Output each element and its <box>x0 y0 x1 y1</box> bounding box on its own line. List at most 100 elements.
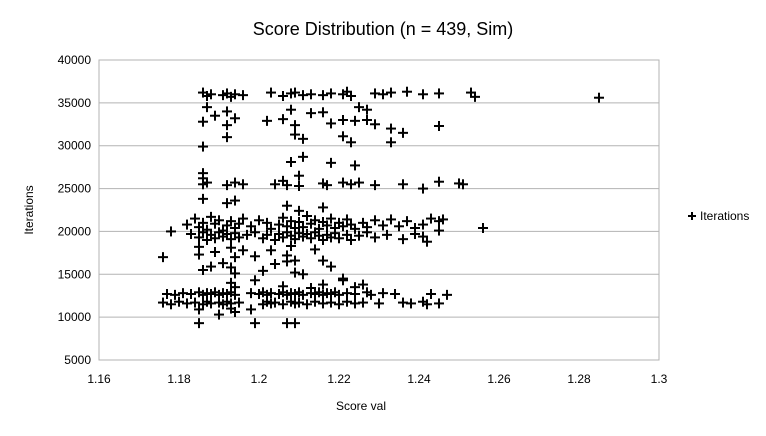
data-point <box>422 299 432 310</box>
data-point <box>442 289 452 300</box>
data-point <box>230 177 240 188</box>
data-point <box>326 297 336 308</box>
data-point <box>198 265 208 275</box>
data-point <box>378 288 388 299</box>
legend-marker-plus <box>688 212 696 220</box>
data-point <box>434 298 444 309</box>
data-point <box>398 127 408 138</box>
data-point <box>346 179 356 190</box>
data-point <box>350 289 360 299</box>
data-point <box>214 309 224 320</box>
data-point <box>198 116 208 127</box>
data-point <box>206 261 216 272</box>
data-point <box>394 221 404 232</box>
data-point <box>238 90 248 101</box>
data-point <box>306 89 316 100</box>
data-point <box>238 245 248 256</box>
data-point <box>370 232 380 243</box>
data-point <box>318 279 328 290</box>
data-point <box>226 242 236 253</box>
data-point <box>222 132 232 143</box>
data-point <box>306 108 316 119</box>
data-point <box>158 297 168 308</box>
data-point <box>362 115 372 125</box>
data-point <box>402 86 412 97</box>
data-point <box>378 89 388 100</box>
plot-area-border <box>98 59 660 361</box>
data-point <box>278 114 288 125</box>
data-point <box>338 221 348 232</box>
data-point <box>278 232 288 243</box>
y-axis-tick-labels: 5000 10000 15000 20000 25000 30000 35000 40000 <box>58 53 92 367</box>
data-point <box>338 177 348 188</box>
x-tick-label: 1.24 <box>407 372 431 386</box>
data-point <box>286 157 296 167</box>
data-point <box>194 249 204 260</box>
data-point <box>262 217 272 228</box>
data-point <box>422 236 432 247</box>
data-point <box>278 299 288 310</box>
data-point <box>166 299 176 310</box>
data-point <box>266 245 276 256</box>
data-point <box>262 115 272 126</box>
y-tick-label: 10000 <box>58 310 92 324</box>
y-tick-label: 25000 <box>58 182 92 196</box>
data-point <box>202 235 212 245</box>
data-point <box>242 229 252 240</box>
data-point <box>186 289 196 299</box>
data-point <box>458 179 468 190</box>
data-point <box>194 304 204 315</box>
data-point <box>218 258 228 269</box>
data-point <box>318 107 328 118</box>
data-point <box>210 247 220 257</box>
data-point <box>238 213 248 224</box>
data-point <box>230 268 240 279</box>
data-point <box>270 297 280 308</box>
data-point <box>290 234 300 245</box>
data-point <box>274 219 284 230</box>
data-point <box>402 216 412 227</box>
data-point <box>350 223 360 234</box>
data-point <box>230 307 240 317</box>
gridlines <box>99 59 659 361</box>
data-points <box>158 86 604 329</box>
data-point <box>310 215 320 226</box>
data-point <box>206 89 216 100</box>
data-point <box>290 255 300 266</box>
data-point <box>310 244 320 255</box>
x-tick-label: 1.16 <box>87 372 111 386</box>
data-point <box>406 298 416 309</box>
data-point <box>290 120 300 131</box>
data-point <box>386 137 396 148</box>
y-tick-label: 35000 <box>58 96 92 110</box>
data-point <box>222 180 232 191</box>
data-point <box>198 141 208 152</box>
y-tick-label: 15000 <box>58 267 92 281</box>
data-point <box>286 241 296 251</box>
data-point <box>246 221 256 232</box>
data-point <box>278 91 288 101</box>
data-point <box>266 87 276 98</box>
data-point <box>318 202 328 213</box>
data-point <box>326 213 336 224</box>
data-point <box>290 87 300 98</box>
data-point <box>230 289 240 300</box>
data-point <box>294 181 304 191</box>
data-point <box>322 180 332 191</box>
data-point <box>434 176 444 187</box>
data-point <box>330 228 340 239</box>
x-tick-label: 1.2 <box>251 372 268 386</box>
data-point <box>270 259 280 269</box>
data-point <box>222 198 232 209</box>
data-point <box>342 296 352 307</box>
data-point <box>354 177 364 188</box>
data-point <box>318 90 328 101</box>
data-point <box>250 227 260 238</box>
data-point <box>334 299 344 310</box>
x-tick-label: 1.3 <box>651 372 668 386</box>
data-point <box>342 214 352 225</box>
data-point <box>210 233 220 244</box>
data-point <box>326 261 336 272</box>
data-point <box>594 92 604 103</box>
